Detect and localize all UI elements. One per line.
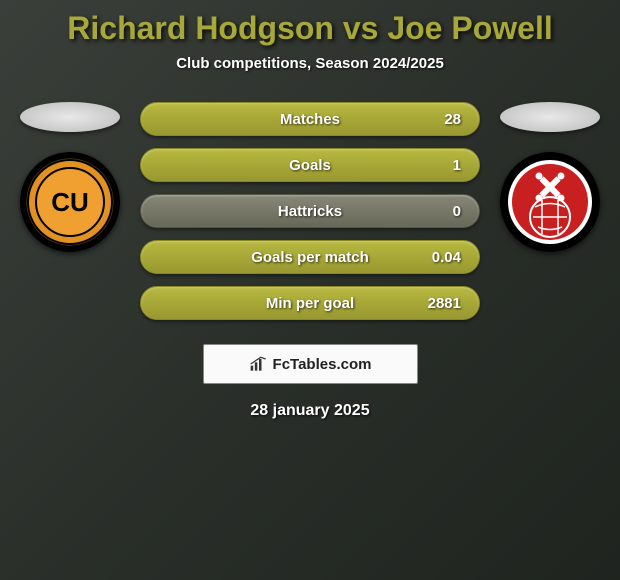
stat-value: 28 (444, 111, 461, 128)
main-row: CU Matches 28 Goals 1 Hattricks 0 Goals … (0, 102, 620, 320)
stat-label: Goals per match (251, 249, 369, 266)
stat-bar-gpm: Goals per match 0.04 (140, 240, 480, 274)
stat-bar-hattricks: Hattricks 0 (140, 194, 480, 228)
club-logo-right (500, 152, 600, 252)
stat-value: 1 (453, 157, 461, 174)
club-logo-text: CU (35, 167, 105, 237)
stat-label: Matches (280, 111, 340, 128)
page-title: Richard Hodgson vs Joe Powell (67, 10, 552, 47)
stat-label: Min per goal (266, 295, 354, 312)
right-column (495, 102, 605, 252)
stat-value: 0.04 (432, 249, 461, 266)
stat-bar-mpg: Min per goal 2881 (140, 286, 480, 320)
stat-label: Goals (289, 157, 331, 174)
player-ellipse-left (20, 102, 120, 132)
brand-box[interactable]: FcTables.com (203, 344, 418, 384)
chart-icon (249, 355, 269, 373)
stat-value: 2881 (428, 295, 461, 312)
stat-value: 0 (453, 203, 461, 220)
player-ellipse-right (500, 102, 600, 132)
stat-bar-goals: Goals 1 (140, 148, 480, 182)
stat-label: Hattricks (278, 203, 342, 220)
comparison-card: Richard Hodgson vs Joe Powell Club compe… (0, 0, 620, 420)
stats-column: Matches 28 Goals 1 Hattricks 0 Goals per… (140, 102, 480, 320)
club-logo-left: CU (20, 152, 120, 252)
date-text: 28 january 2025 (250, 402, 369, 420)
subtitle: Club competitions, Season 2024/2025 (176, 55, 444, 72)
brand-text: FcTables.com (273, 356, 372, 373)
left-column: CU (15, 102, 125, 252)
stat-bar-matches: Matches 28 (140, 102, 480, 136)
rotherham-badge-icon (500, 152, 600, 252)
